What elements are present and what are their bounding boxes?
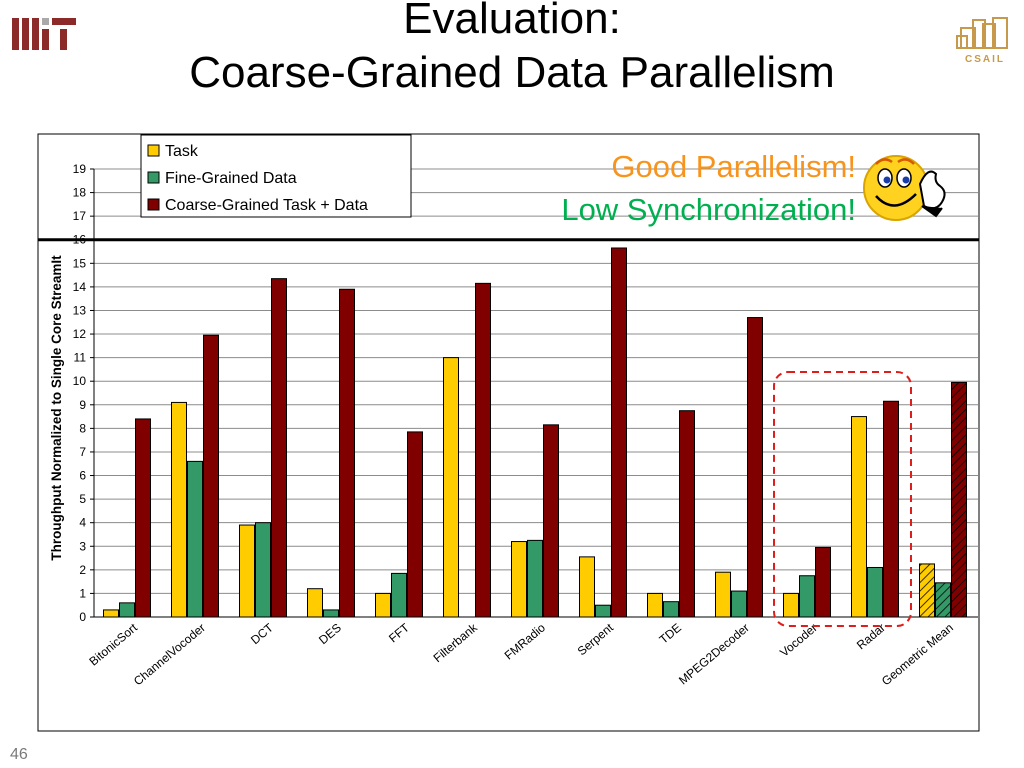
bar-fine-grained-data bbox=[527, 539, 543, 618]
y-tick-label: 19 bbox=[73, 162, 87, 176]
y-tick-label: 3 bbox=[79, 539, 86, 553]
legend-swatch bbox=[147, 198, 160, 211]
y-tick-label: 15 bbox=[73, 256, 87, 270]
csail-logo-text: CSAIL bbox=[965, 54, 1005, 65]
legend-label: Coarse-Grained Task + Data bbox=[165, 197, 368, 214]
y-tick-label: 8 bbox=[79, 421, 86, 435]
bar-fine-grained-data bbox=[867, 566, 883, 618]
bar-task bbox=[783, 592, 799, 618]
y-tick-label: 11 bbox=[74, 351, 87, 365]
page-number: 46 bbox=[10, 746, 28, 763]
bar-task bbox=[375, 592, 391, 618]
bar-fine-grained-data bbox=[187, 460, 203, 618]
y-tick-label: 5 bbox=[79, 492, 86, 506]
y-tick-label: 10 bbox=[73, 374, 87, 388]
bar-coarse-grained-task-data bbox=[747, 317, 763, 618]
bar-fine-grained-data bbox=[935, 582, 951, 618]
legend-swatch bbox=[147, 171, 160, 184]
y-tick-label: 6 bbox=[79, 469, 86, 483]
bar-task bbox=[239, 524, 255, 618]
bar-task bbox=[579, 556, 595, 618]
legend-box bbox=[140, 134, 412, 218]
bar-fine-grained-data bbox=[323, 609, 339, 618]
y-tick-label: 13 bbox=[73, 303, 87, 317]
bar-coarse-grained-task-data bbox=[203, 334, 219, 618]
y-tick-label: 4 bbox=[79, 516, 86, 530]
bar-task bbox=[443, 357, 459, 618]
chart-frame bbox=[37, 133, 980, 732]
y-tick-label: 12 bbox=[73, 327, 87, 341]
bar-coarse-grained-task-data bbox=[679, 410, 695, 618]
legend-label: Task bbox=[165, 143, 199, 160]
y-tick-label: 16 bbox=[73, 233, 87, 247]
bar-fine-grained-data bbox=[663, 601, 679, 618]
bar-coarse-grained-task-data bbox=[883, 400, 899, 618]
bar-task bbox=[647, 592, 663, 618]
y-tick-label: 0 bbox=[79, 610, 86, 624]
bar-fine-grained-data bbox=[799, 575, 815, 618]
mit-logo-icon bbox=[12, 18, 76, 50]
bar-task bbox=[307, 588, 323, 618]
bar-coarse-grained-task-data bbox=[407, 431, 423, 618]
bar-coarse-grained-task-data bbox=[135, 418, 151, 618]
y-axis-label: Throughput Normalized to Single Core Str… bbox=[49, 255, 64, 561]
y-tick-label: 9 bbox=[79, 398, 86, 412]
legend-label: Fine-Grained Data bbox=[165, 170, 297, 187]
bar-coarse-grained-task-data bbox=[339, 288, 355, 618]
smiley-thumbs-up-icon bbox=[863, 155, 946, 221]
bar-fine-grained-data bbox=[731, 590, 747, 618]
callout-low-synchronization: Low Synchronization! bbox=[561, 192, 856, 227]
y-tick-label: 14 bbox=[73, 280, 87, 294]
csail-logo-icon: CSAIL bbox=[956, 17, 1008, 65]
bar-task bbox=[919, 563, 935, 618]
y-tick-label: 18 bbox=[73, 186, 87, 200]
bar-coarse-grained-task-data bbox=[475, 282, 491, 618]
bar-fine-grained-data bbox=[595, 604, 611, 618]
bar-coarse-grained-task-data bbox=[951, 381, 967, 618]
y-tick-label: 7 bbox=[79, 445, 86, 459]
slide-title: Evaluation: Coarse-Grained Data Parallel… bbox=[0, 0, 1024, 100]
y-tick-label: 1 bbox=[79, 586, 86, 600]
legend-swatch bbox=[147, 144, 160, 157]
bar-coarse-grained-task-data bbox=[611, 247, 627, 618]
bar-fine-grained-data bbox=[119, 602, 135, 618]
legend: Task Fine-Grained Data Coarse-Grained Task… bbox=[140, 134, 412, 218]
bar-task bbox=[171, 401, 187, 618]
bar-task bbox=[851, 416, 867, 618]
bar-fine-grained-data bbox=[255, 522, 271, 618]
bar-fine-grained-data bbox=[391, 572, 407, 618]
bar-task bbox=[103, 609, 119, 618]
bar-task bbox=[511, 541, 527, 618]
bar-coarse-grained-task-data bbox=[271, 278, 287, 618]
axes bbox=[38, 169, 979, 618]
bar-coarse-grained-task-data bbox=[815, 546, 831, 618]
highlight-box bbox=[773, 371, 912, 627]
y-tick-label: 17 bbox=[73, 209, 87, 223]
bar-coarse-grained-task-data bbox=[543, 424, 559, 618]
y-tick-label: 2 bbox=[79, 563, 86, 577]
bar-task bbox=[715, 571, 731, 618]
slide-title-line1: Evaluation: bbox=[403, 0, 621, 43]
slide-title-line2: Coarse-Grained Data Parallelism bbox=[189, 48, 835, 97]
callout-good-parallelism: Good Parallelism! bbox=[611, 149, 856, 184]
